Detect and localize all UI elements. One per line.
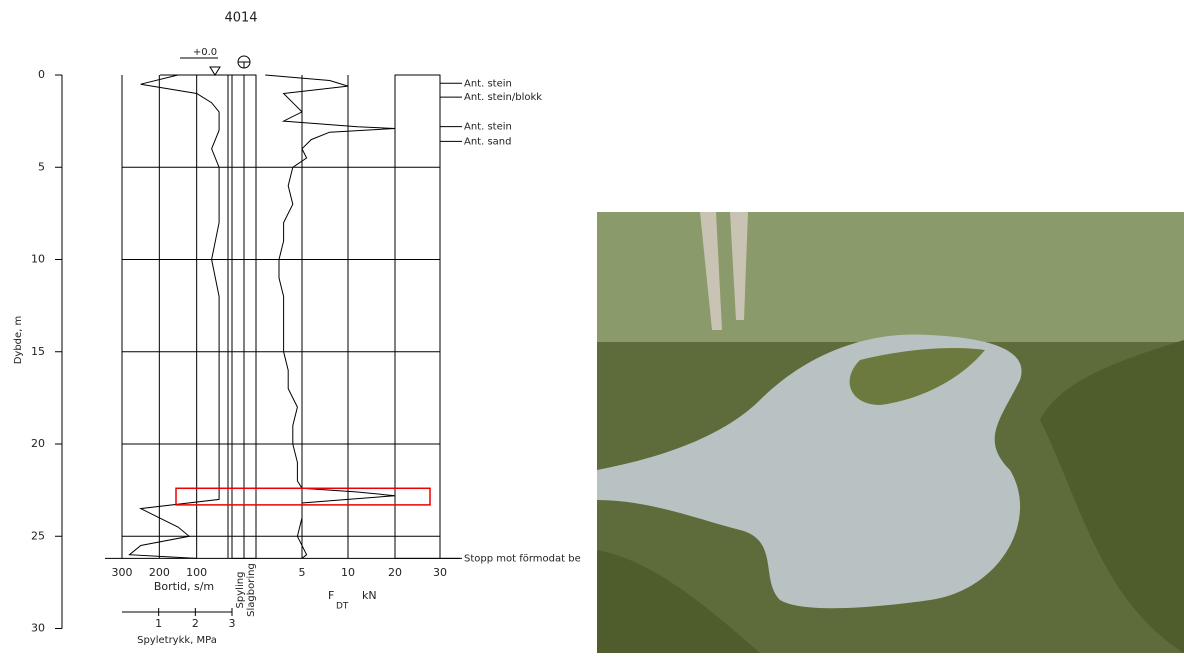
force-sub: DT xyxy=(336,602,349,612)
bortid-tick-label: 200 xyxy=(149,566,170,579)
photo-bank xyxy=(849,348,985,405)
annotation: Ant. stein xyxy=(464,122,512,133)
photo-grass xyxy=(597,340,1184,653)
class-column xyxy=(394,74,441,559)
photo xyxy=(597,212,1184,653)
depth-tick-label: 25 xyxy=(31,529,45,542)
annotation: Ant. stein xyxy=(464,78,512,89)
depth-tick-label: 15 xyxy=(31,345,45,358)
force-tick-label: 20 xyxy=(388,566,402,579)
force-unit: kN xyxy=(362,589,377,602)
spyletrykk-tick-label: 3 xyxy=(229,617,236,630)
bortid-tick-label: 300 xyxy=(112,566,133,579)
bortid-tick-label: 100 xyxy=(186,566,207,579)
depth-tick-label: 20 xyxy=(31,437,45,450)
annotation: Ant. sand xyxy=(464,136,511,147)
photo-trees xyxy=(597,212,1184,342)
depth-tick-label: 30 xyxy=(31,622,45,635)
column-label: Spyling xyxy=(235,572,246,609)
force-label: F xyxy=(328,589,334,602)
spyletrykk-tick-label: 2 xyxy=(192,617,199,630)
depth-tick-label: 10 xyxy=(31,253,45,266)
depth-axis-label: Dybde, m xyxy=(13,316,24,365)
annotation: Ant. stein/blokk xyxy=(464,92,542,103)
force-tick-label: 30 xyxy=(433,566,447,579)
depth-tick-label: 0 xyxy=(38,68,45,81)
spyletrykk-label: Spyletrykk, MPa xyxy=(137,635,217,646)
depth-tick-label: 5 xyxy=(38,160,45,173)
elevation-label: +0.0 xyxy=(193,47,217,58)
elevation-marker xyxy=(209,66,221,76)
force-tick-label: 10 xyxy=(341,566,355,579)
photo-stream xyxy=(597,334,1022,609)
photo-trunks xyxy=(700,212,748,330)
bortid-label: Bortid, s/m xyxy=(154,580,214,593)
log-title: 4014 xyxy=(224,11,257,26)
bortid-trace xyxy=(128,74,220,559)
force-tick-label: 5 xyxy=(299,566,306,579)
symbol xyxy=(238,61,250,68)
spyletrykk-tick-label: 1 xyxy=(155,617,162,630)
log: 0 5 10 15 20 25 30 300 200 100 5 10 20 30 1 2 3 Ant. stei… xyxy=(31,68,581,635)
force-trace xyxy=(265,74,396,559)
annotation: Stopp mot förmodat be xyxy=(464,553,581,564)
highlight-box xyxy=(175,487,431,506)
column-label: Slagboring xyxy=(246,563,257,617)
